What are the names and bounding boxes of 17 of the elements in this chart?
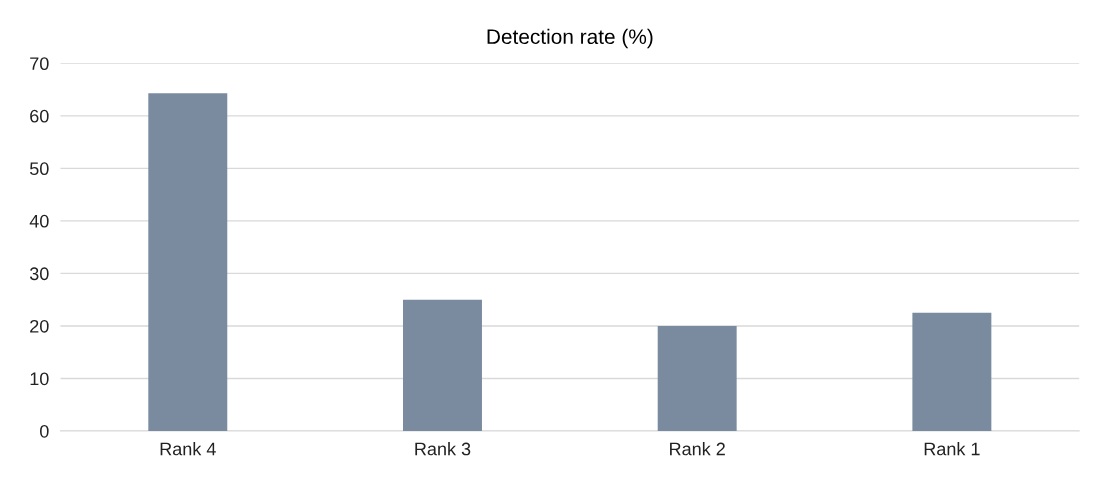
y-tick-label: 30 — [29, 267, 49, 281]
chart-title: Detection rate (%) — [487, 28, 653, 49]
y-tick-label: 0 — [40, 424, 49, 438]
y-tick-label: 10 — [30, 372, 49, 386]
y-tick-label: 60 — [30, 109, 49, 123]
y-tick-label: 50 — [29, 162, 49, 176]
x-tick-label: Rank 1 — [924, 442, 980, 456]
bar — [657, 325, 737, 431]
y-tick-label: 70 — [30, 57, 49, 71]
x-tick-label: Rank 4 — [160, 442, 216, 456]
y-tick-label: 40 — [29, 214, 49, 228]
bar — [403, 299, 482, 431]
y-tick-label: 20 — [30, 319, 49, 333]
x-tick-label: Rank 2 — [670, 442, 725, 456]
x-tick-label: Rank 3 — [415, 442, 471, 456]
bar — [912, 312, 992, 431]
bar — [148, 93, 228, 431]
